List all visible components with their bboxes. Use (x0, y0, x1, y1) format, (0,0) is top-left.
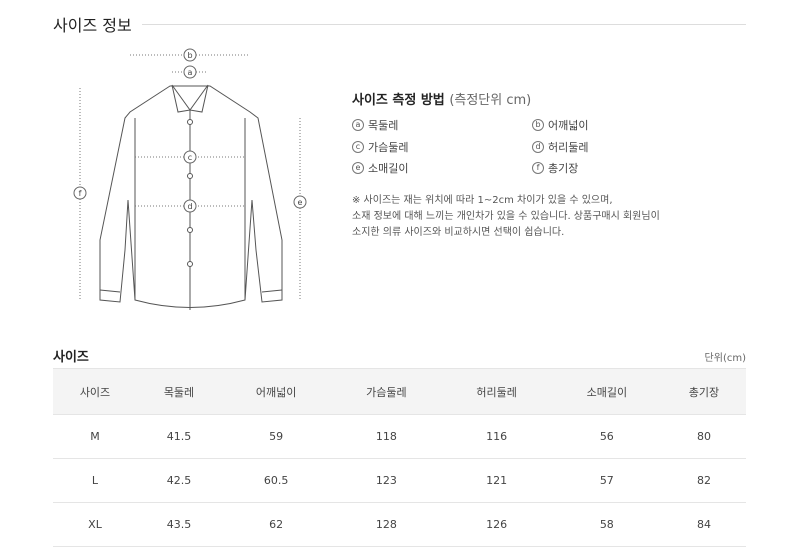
table-cell: 82 (661, 458, 746, 503)
column-header: 허리둘레 (441, 368, 552, 415)
table-cell: 121 (441, 458, 552, 503)
table-cell: 58 (551, 502, 662, 547)
mark-c: c (188, 153, 192, 162)
mark-a: a (188, 68, 193, 77)
table-cell: 60.5 (221, 458, 332, 503)
legend-item: a 목둘레 (352, 117, 398, 133)
table-cell: 84 (661, 502, 746, 547)
size-table-unit: 단위(cm) (704, 353, 746, 364)
table-cell: 57 (551, 458, 662, 503)
column-header: 목둘레 (137, 368, 221, 415)
legend-item: f 총기장 (532, 160, 578, 176)
mark-e: e (298, 198, 303, 207)
table-header: 사이즈 목둘레 어깨넓이 가슴둘레 허리둘레 소매길이 총기장 (53, 368, 746, 415)
table-row: M 41.5 59 118 116 56 80 (53, 414, 746, 459)
column-header: 소매길이 (551, 368, 662, 415)
table-cell: L (53, 458, 137, 503)
measure-note: ※ 사이즈는 재는 위치에 따라 1~2cm 차이가 있을 수 있으며, 소재 … (352, 195, 660, 238)
table-cell: M (53, 414, 137, 459)
divider (142, 24, 746, 25)
table-cell: 43.5 (137, 502, 221, 547)
table-cell: 123 (331, 458, 442, 503)
legend-item: d 허리둘레 (532, 139, 588, 155)
legend-item: e 소매길이 (352, 160, 408, 176)
legend-item: b 어깨넓이 (532, 117, 588, 133)
table-cell: 59 (221, 414, 332, 459)
size-table: 사이즈 목둘레 어깨넓이 가슴둘레 허리둘레 소매길이 총기장 M 41.5 59 118 116 5… (53, 368, 746, 547)
table-cell: XL (53, 502, 137, 547)
measure-title: 사이즈 측정 방법 (측정단위 cm) (352, 93, 532, 108)
table-cell: 128 (331, 502, 442, 547)
column-header: 총기장 (661, 368, 746, 415)
shirt-diagram: ba c d f e (73, 48, 307, 310)
measure-unit: (측정단위 cm) (449, 93, 532, 108)
table-cell: 126 (441, 502, 552, 547)
table-cell: 80 (661, 414, 746, 459)
table-row: L 42.5 60.5 123 121 57 82 (53, 458, 746, 503)
legend-item: c 가슴둘레 (352, 139, 408, 155)
table-cell: 116 (441, 414, 552, 459)
table-cell: 41.5 (137, 414, 221, 459)
table-cell: 62 (221, 502, 332, 547)
column-header: 어깨넓이 (221, 368, 332, 415)
table-cell: 118 (331, 414, 442, 459)
page-title: 사이즈 정보 (53, 16, 132, 35)
mark-f: f (79, 189, 82, 198)
column-header: 사이즈 (53, 368, 137, 415)
column-header: 가슴둘레 (331, 368, 442, 415)
mark-b: b (187, 51, 192, 60)
table-cell: 42.5 (137, 458, 221, 503)
table-cell: 56 (551, 414, 662, 459)
table-row: XL 43.5 62 128 126 58 84 (53, 502, 746, 547)
mark-d: d (187, 202, 192, 211)
size-table-title: 사이즈 (53, 350, 89, 365)
